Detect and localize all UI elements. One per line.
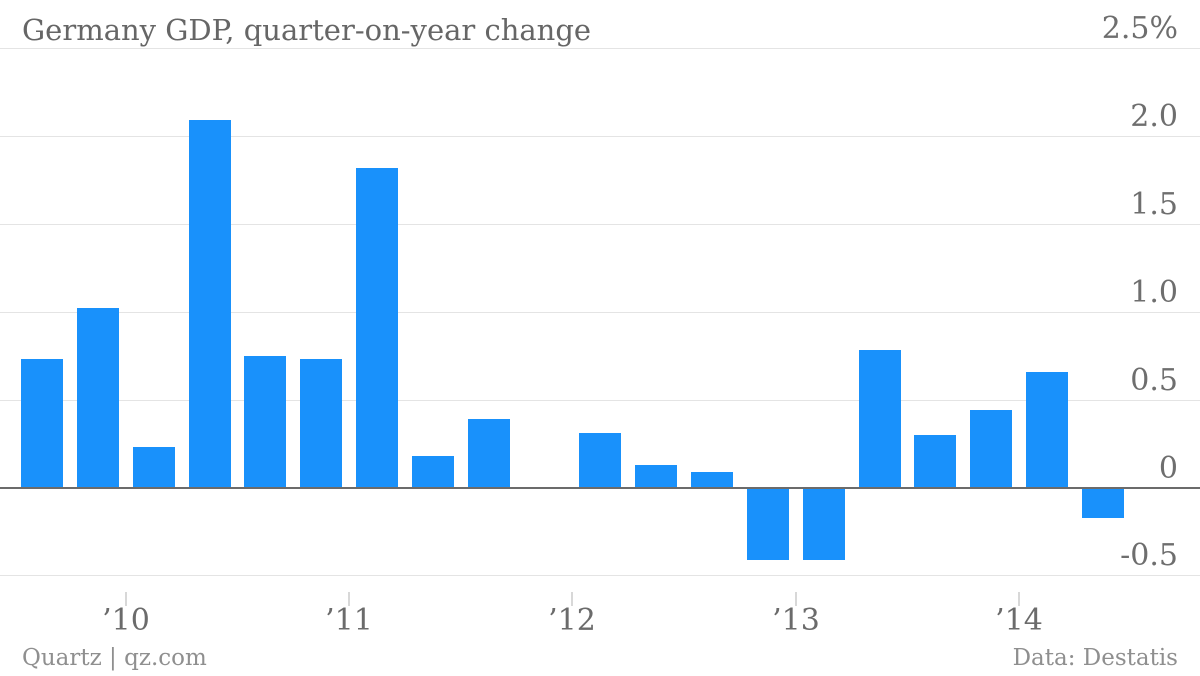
- bar: [21, 359, 63, 487]
- y-axis-label: 1.5: [1130, 187, 1178, 222]
- gridline: [0, 400, 1200, 401]
- gridline: [0, 312, 1200, 313]
- source-attribution: Quartz | qz.com: [22, 645, 207, 671]
- zero-baseline: [0, 487, 1200, 489]
- x-axis-tick: [571, 592, 573, 606]
- x-axis-label: ’12: [548, 603, 596, 638]
- bar: [747, 488, 789, 560]
- x-axis-label: ’10: [102, 603, 150, 638]
- bar: [77, 308, 119, 487]
- bar: [803, 488, 845, 560]
- y-axis-label: 1.0: [1130, 275, 1178, 310]
- gridline: [0, 575, 1200, 576]
- bar: [300, 359, 342, 487]
- bar: [635, 465, 677, 488]
- bar: [244, 356, 286, 488]
- bar: [1026, 372, 1068, 488]
- x-axis-tick: [795, 592, 797, 606]
- x-axis-tick: [348, 592, 350, 606]
- chart-title: Germany GDP, quarter-on-year change: [22, 13, 592, 47]
- gridline: [0, 48, 1200, 49]
- y-axis-label: 2.0: [1130, 99, 1178, 134]
- bar: [914, 435, 956, 488]
- x-axis-tick: [1018, 592, 1020, 606]
- bar: [970, 410, 1012, 487]
- bar: [356, 168, 398, 488]
- bar: [579, 433, 621, 487]
- x-axis-tick: [125, 592, 127, 606]
- bar: [691, 472, 733, 488]
- y-axis-label: 2.5%: [1101, 11, 1178, 46]
- bar: [468, 419, 510, 488]
- bar: [412, 456, 454, 488]
- gridline: [0, 136, 1200, 137]
- bar: [133, 447, 175, 487]
- x-axis-label: ’13: [772, 603, 820, 638]
- y-axis-label: 0: [1158, 451, 1178, 486]
- bar: [189, 120, 231, 487]
- y-axis-label: -0.5: [1120, 538, 1178, 573]
- data-source: Data: Destatis: [1012, 645, 1178, 671]
- bar: [859, 350, 901, 487]
- y-axis-label: 0.5: [1130, 363, 1178, 398]
- x-axis-label: ’11: [325, 603, 373, 638]
- x-axis-label: ’14: [995, 603, 1043, 638]
- bar: [1082, 488, 1124, 518]
- gridline: [0, 224, 1200, 225]
